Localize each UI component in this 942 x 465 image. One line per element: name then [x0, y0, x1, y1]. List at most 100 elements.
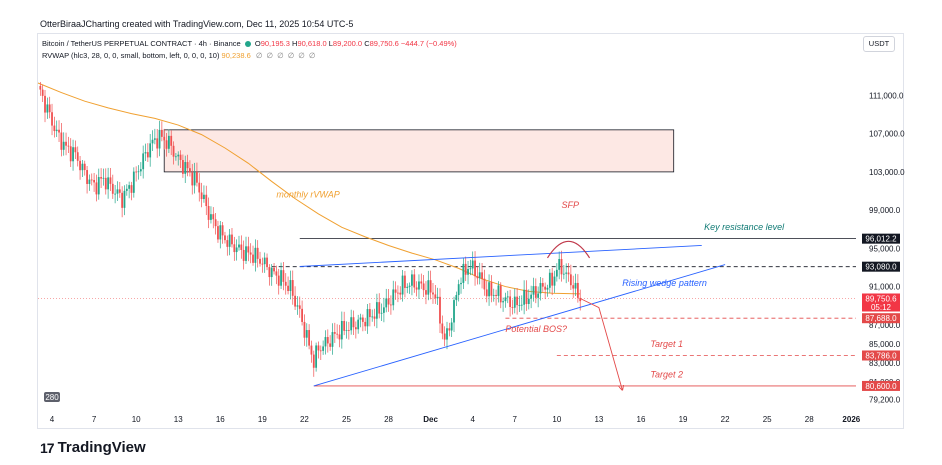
indicator-name[interactable]: RVWAP (hlc3, 28, 0, 0, small, bottom, le…: [42, 51, 220, 60]
candle-body: [455, 295, 458, 301]
vol-badge: [44, 392, 60, 402]
candle-body: [406, 286, 409, 288]
candle-body: [534, 286, 537, 298]
candle-body: [135, 171, 138, 173]
candle-body: [443, 333, 446, 340]
candle-body: [60, 132, 63, 150]
x-tick-label: 10: [132, 415, 141, 424]
candle-body: [81, 163, 84, 171]
candle-body: [385, 298, 388, 308]
candle-body: [441, 323, 444, 334]
candle-body: [240, 244, 243, 250]
candle-body: [88, 179, 91, 184]
tradingview-logo: 17 TradingView: [40, 439, 146, 456]
candle-body: [130, 185, 133, 193]
candle-body: [146, 152, 149, 158]
candle-body: [380, 312, 383, 314]
candle-body: [107, 177, 110, 190]
candle-body: [172, 145, 175, 157]
wedge-upper-line: [299, 245, 702, 267]
candle-body: [471, 260, 474, 269]
candle-body: [460, 282, 462, 285]
candle-body: [418, 281, 420, 290]
candle-body: [476, 276, 479, 279]
candle-body: [256, 247, 259, 259]
x-tick-label: 19: [258, 415, 267, 424]
candle-body: [467, 268, 469, 275]
candle-body: [310, 345, 313, 355]
candle-body: [446, 328, 448, 340]
candle-body: [72, 147, 74, 162]
candle-body: [53, 125, 56, 132]
candle-body: [361, 317, 364, 322]
indicator-settings-icons[interactable]: ∅ ∅ ∅ ∅ ∅ ∅: [255, 51, 317, 60]
candle-body: [144, 152, 147, 154]
x-tick-label: 28: [384, 415, 393, 424]
candle-body: [569, 274, 572, 286]
candle-body: [378, 302, 381, 314]
candle-body: [156, 138, 159, 149]
x-tick-label: 16: [637, 415, 646, 424]
candle-body: [448, 328, 451, 331]
candle-body: [453, 300, 455, 323]
candle-body: [366, 309, 369, 327]
candle-body: [371, 316, 374, 318]
y-tick-label: 87,000.0: [869, 321, 901, 330]
candle-body: [404, 275, 406, 288]
candle-body: [69, 146, 72, 162]
candle-body: [214, 219, 217, 227]
candle-body: [350, 317, 353, 331]
candle-body: [392, 289, 395, 306]
candle-body: [252, 254, 254, 263]
candle-body: [165, 140, 168, 149]
candle-body: [411, 274, 413, 286]
resistance-zone: [163, 129, 675, 173]
candle-body: [530, 294, 533, 299]
level-93080-badge-text: 93,080.0: [865, 263, 897, 272]
candle-body: [132, 171, 135, 193]
candle-body: [572, 285, 575, 289]
chart-frame: [37, 33, 904, 429]
candle-body: [221, 225, 224, 236]
candle-body: [488, 282, 490, 297]
candle-body: [125, 188, 128, 191]
candle-body: [266, 257, 268, 268]
candle-body: [118, 189, 121, 193]
candle-body: [238, 244, 240, 248]
candle-body: [259, 258, 261, 264]
candle-body: [308, 330, 311, 346]
y-tick-label: 91,000.0: [869, 283, 901, 292]
currency-button[interactable]: USDT: [863, 36, 895, 52]
candle-body: [464, 263, 467, 275]
candle-body: [432, 292, 434, 295]
candle-body: [303, 321, 306, 338]
x-tick-label: 10: [552, 415, 561, 424]
candle-body: [298, 305, 301, 309]
low-label: L: [328, 39, 333, 48]
y-tick-label: 111,000.0: [869, 91, 904, 100]
candle-body: [551, 272, 554, 286]
candle-body: [273, 267, 275, 272]
candle-body: [390, 304, 392, 306]
candle-body: [249, 252, 252, 255]
annotation-potential-bos: Potential BOS?: [505, 324, 567, 334]
y-tick-label: 85,000.0: [869, 340, 901, 349]
y-tick-label: 83,000.0: [869, 359, 901, 368]
candle-body: [429, 280, 432, 293]
candles: [39, 81, 582, 377]
candle-body: [205, 194, 208, 207]
candle-body: [97, 177, 100, 195]
candle-body: [275, 271, 278, 276]
x-tick-label: 28: [805, 415, 814, 424]
candle-body: [123, 190, 126, 208]
candle-body: [579, 297, 582, 302]
candle-body: [413, 274, 416, 288]
candle-body: [139, 169, 142, 172]
indicator-legend[interactable]: RVWAP (hlc3, 28, 0, 0, small, bottom, le…: [42, 51, 316, 60]
symbol-legend: Bitcoin / TetherUS PERPETUAL CONTRACT · …: [42, 39, 457, 48]
symbol-title[interactable]: Bitcoin / TetherUS PERPETUAL CONTRACT · …: [42, 39, 241, 48]
candle-body: [541, 283, 544, 287]
candle-body: [368, 309, 371, 318]
candle-body: [546, 287, 549, 290]
